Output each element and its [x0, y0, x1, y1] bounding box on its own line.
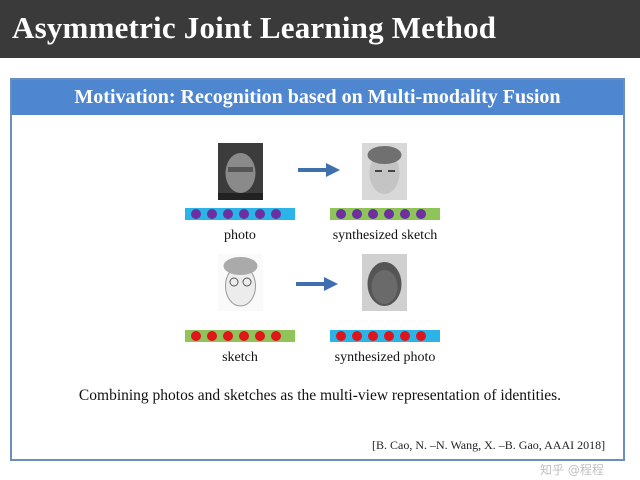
feature-dot — [255, 331, 265, 341]
feature-dot — [207, 209, 217, 219]
citation: [B. Cao, N. –N. Wang, X. –B. Gao, AAAI 2… — [372, 438, 606, 452]
caption: Combining photos and sketches as the mul… — [78, 387, 562, 404]
slide-title: Asymmetric Joint Learning Method — [12, 10, 497, 45]
feature-dot — [400, 331, 410, 341]
feature-dot — [416, 331, 426, 341]
synthesized-photo-feature-bar — [330, 330, 440, 342]
feature-dot — [223, 209, 233, 219]
feature-dot — [368, 209, 378, 219]
synthesized-sketch-label: synthesized sketch — [332, 228, 438, 243]
feature-dot — [223, 331, 233, 341]
feature-dot — [400, 209, 410, 219]
feature-dot — [239, 209, 249, 219]
panel-header: Motivation: Recognition based on Multi-m… — [12, 80, 623, 115]
synthesized-sketch-feature-bar — [330, 208, 440, 220]
photo-label: photo — [224, 228, 256, 243]
watermark: 知乎 @程程 — [540, 463, 604, 477]
feature-dot — [336, 209, 346, 219]
synthesized-photo-label: synthesized photo — [334, 350, 436, 365]
feature-dot — [207, 331, 217, 341]
synthesized-photo-image — [362, 254, 407, 311]
feature-dot — [384, 331, 394, 341]
feature-dot — [416, 209, 426, 219]
sketch-face-image — [218, 254, 263, 311]
feature-dot — [368, 331, 378, 341]
feature-dot — [271, 331, 281, 341]
feature-dot — [255, 209, 265, 219]
feature-dot — [384, 209, 394, 219]
feature-dot — [191, 209, 201, 219]
feature-dot — [271, 209, 281, 219]
feature-dot — [352, 209, 362, 219]
title-bar: Asymmetric Joint Learning Method — [0, 0, 640, 58]
sketch-feature-bar — [185, 330, 295, 342]
panel-title: Motivation: Recognition based on Multi-m… — [74, 86, 561, 108]
sketch-label: sketch — [222, 350, 258, 365]
motivation-panel: Motivation: Recognition based on Multi-m… — [10, 78, 625, 461]
feature-dot — [191, 331, 201, 341]
synthesized-sketch-image — [362, 143, 407, 200]
arrow-right-icon — [298, 163, 340, 177]
photo-face-image — [218, 143, 263, 200]
photo-feature-bar — [185, 208, 295, 220]
feature-dot — [336, 331, 346, 341]
feature-dot — [239, 331, 249, 341]
arrow-right-icon — [296, 277, 338, 291]
feature-dot — [352, 331, 362, 341]
